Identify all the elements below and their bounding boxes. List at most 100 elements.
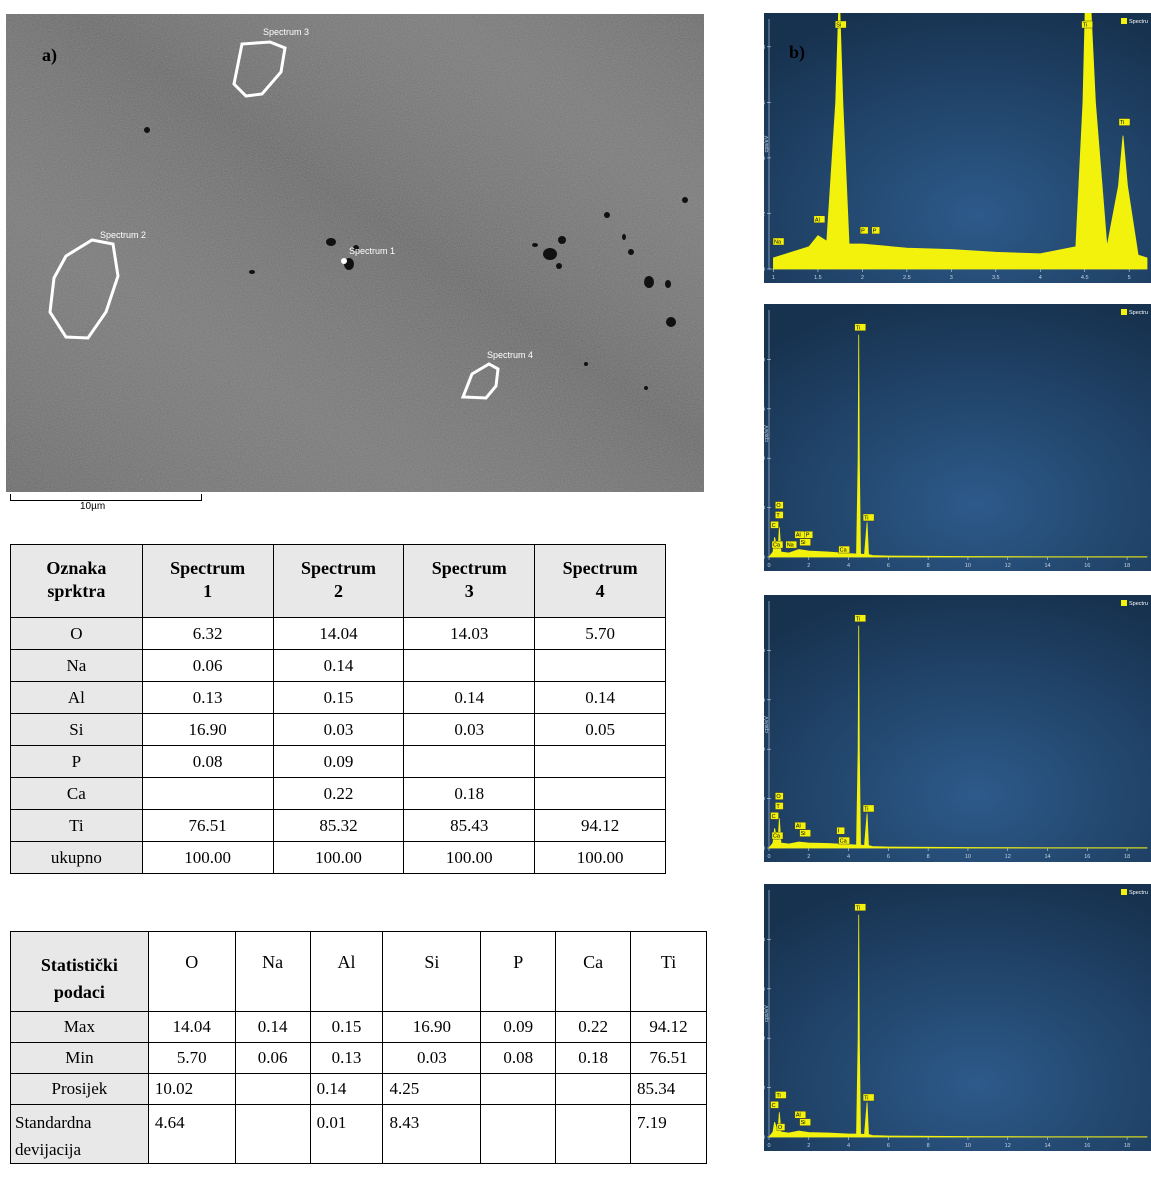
- peak-label: O: [775, 792, 784, 800]
- stats-header-al: Al: [309, 931, 384, 1012]
- peak-label: O: [775, 501, 784, 509]
- eds-spectrum-4: 010203040024681012141618cps/eVTiTiCOAlSi…: [764, 884, 1151, 1151]
- svg-text:T: T: [776, 513, 780, 519]
- peak-label: Ti: [862, 804, 875, 812]
- y-tick-label: 40: [764, 937, 765, 943]
- svg-text:Ti: Ti: [856, 325, 860, 331]
- x-tick-label: 2: [861, 275, 864, 281]
- svg-text:Ti: Ti: [864, 1095, 868, 1101]
- svg-text:Si: Si: [801, 831, 806, 837]
- x-tick-label: 6: [887, 563, 890, 569]
- x-tick-label: 5: [1128, 275, 1131, 281]
- x-tick-label: 2: [807, 563, 810, 569]
- x-tick-label: 0: [767, 854, 770, 860]
- stats-header-p: P: [480, 931, 557, 1012]
- legend: Spectru: [1121, 18, 1148, 25]
- x-tick-label: 10: [965, 1143, 971, 1149]
- svg-text:Ti: Ti: [1083, 23, 1087, 29]
- legend: Spectru: [1121, 600, 1148, 607]
- x-tick-label: 0: [767, 563, 770, 569]
- scale-bar-label: 10µm: [80, 501, 106, 512]
- peak-label: T: [775, 511, 784, 519]
- x-tick-label: 14: [1044, 854, 1050, 860]
- svg-text:P: P: [873, 228, 877, 234]
- sem-micrograph: Spectrum 3 Spectrum 2 Spectrum 1 Spectru…: [6, 14, 704, 492]
- y-tick-label: 40: [764, 357, 765, 363]
- svg-text:Spectru: Spectru: [1129, 310, 1148, 316]
- spectrum-2-region: [48, 238, 120, 340]
- panel-b-label: b): [789, 42, 806, 62]
- svg-text:Na: Na: [774, 240, 782, 246]
- x-tick-label: 12: [1005, 563, 1011, 569]
- table-row: Al 0.13 0.15 0.14 0.14: [10, 681, 666, 714]
- x-tick-label: 8: [927, 854, 930, 860]
- spectrum-background: [764, 595, 1151, 862]
- svg-text:C: C: [772, 523, 776, 529]
- x-tick-label: 10: [965, 563, 971, 569]
- peak-label: Al: [794, 531, 807, 539]
- x-tick-label: 4: [847, 854, 850, 860]
- statistics-table: Statistički podaci O Na Al Si P Ca Ti Max…: [10, 931, 707, 1164]
- y-axis-label: cps/eV: [764, 425, 770, 442]
- x-tick-label: 18: [1124, 1143, 1130, 1149]
- x-tick-label: 10: [965, 854, 971, 860]
- x-tick-label: 4: [1039, 275, 1042, 281]
- svg-text:Na: Na: [787, 543, 795, 549]
- peak-label: Ti: [854, 614, 866, 622]
- svg-text:Si: Si: [801, 1120, 806, 1126]
- x-tick-label: 14: [1044, 563, 1050, 569]
- svg-text:Spectru: Spectru: [1129, 19, 1148, 25]
- x-tick-label: 2.5: [903, 275, 911, 281]
- x-tick-label: 8: [927, 1143, 930, 1149]
- header-spectrum-3: Spectrum 3: [403, 544, 536, 618]
- svg-text:Ti: Ti: [856, 905, 860, 911]
- scale-bar: [10, 494, 202, 501]
- y-tick-label: 6: [764, 100, 765, 106]
- peak-label: Al: [794, 1111, 807, 1119]
- peak-label: Si: [799, 538, 811, 546]
- svg-text:Spectru: Spectru: [1129, 601, 1148, 607]
- svg-text:I: I: [838, 829, 840, 835]
- stats-header-si: Si: [382, 931, 482, 1012]
- stats-header-label: Statistički podaci: [10, 931, 149, 1012]
- y-tick-label: 20: [764, 747, 765, 753]
- y-tick-label: 10: [764, 797, 765, 803]
- svg-text:Ca: Ca: [773, 543, 781, 549]
- y-tick-label: 30: [764, 407, 765, 413]
- y-tick-label: 0: [764, 846, 765, 852]
- eds-spectrum-1: 0 2 4 6 8 1 1.5 2 2.5 3 3.5 4 4.5 5 cps/eV Na Al Si P P Ti Ti…: [764, 13, 1151, 283]
- y-tick-label: 20: [764, 1036, 765, 1042]
- table-row: Min 5.70 0.06 0.13 0.03 0.08 0.18 76.51: [10, 1042, 707, 1074]
- table-row: Si 16.90 0.03 0.03 0.05: [10, 713, 666, 746]
- peak-label: P: [859, 226, 869, 234]
- stats-header-o: O: [147, 931, 236, 1012]
- peak-label: Si: [835, 20, 847, 29]
- x-tick-label: 3.5: [992, 275, 1000, 281]
- x-tick-label: 6: [887, 1143, 890, 1149]
- peak-label: Al: [813, 215, 826, 223]
- x-tick-label: 16: [1084, 854, 1090, 860]
- eds-spectrum-2: 0 10 20 30 40 0 2 4 6 8 10 12 14 16 18 cps/eV Ti OTC Ca NaA…: [764, 304, 1151, 571]
- svg-text:O: O: [778, 1125, 783, 1131]
- peak-label: C: [770, 812, 779, 820]
- y-tick-label: 10: [764, 1086, 765, 1092]
- peak-label: Si: [799, 829, 811, 837]
- spectrum-background: [764, 304, 1151, 571]
- y-tick-label: 30: [764, 698, 765, 704]
- spectrum-3-region: [232, 40, 287, 98]
- peak-label: Na: [772, 237, 785, 246]
- x-tick-label: 2: [807, 854, 810, 860]
- x-tick-label: 18: [1124, 854, 1130, 860]
- table-row: ukupno 100.00 100.00 100.00 100.00: [10, 841, 666, 874]
- x-tick-label: 3: [950, 275, 953, 281]
- y-axis-label: cps/eV: [764, 135, 770, 152]
- svg-text:Ti: Ti: [776, 1093, 780, 1099]
- y-tick-label: 2: [764, 211, 765, 217]
- svg-text:O: O: [776, 503, 781, 509]
- svg-text:C: C: [772, 814, 776, 820]
- x-tick-label: 6: [887, 854, 890, 860]
- header-spectrum-4: Spectrum 4: [534, 544, 666, 618]
- y-tick-label: 0: [764, 267, 765, 273]
- composition-table: Oznaka sprktra Spectrum 1 Spectrum 2 Spectr…: [10, 544, 666, 874]
- header-label: Oznaka sprktra: [10, 544, 143, 618]
